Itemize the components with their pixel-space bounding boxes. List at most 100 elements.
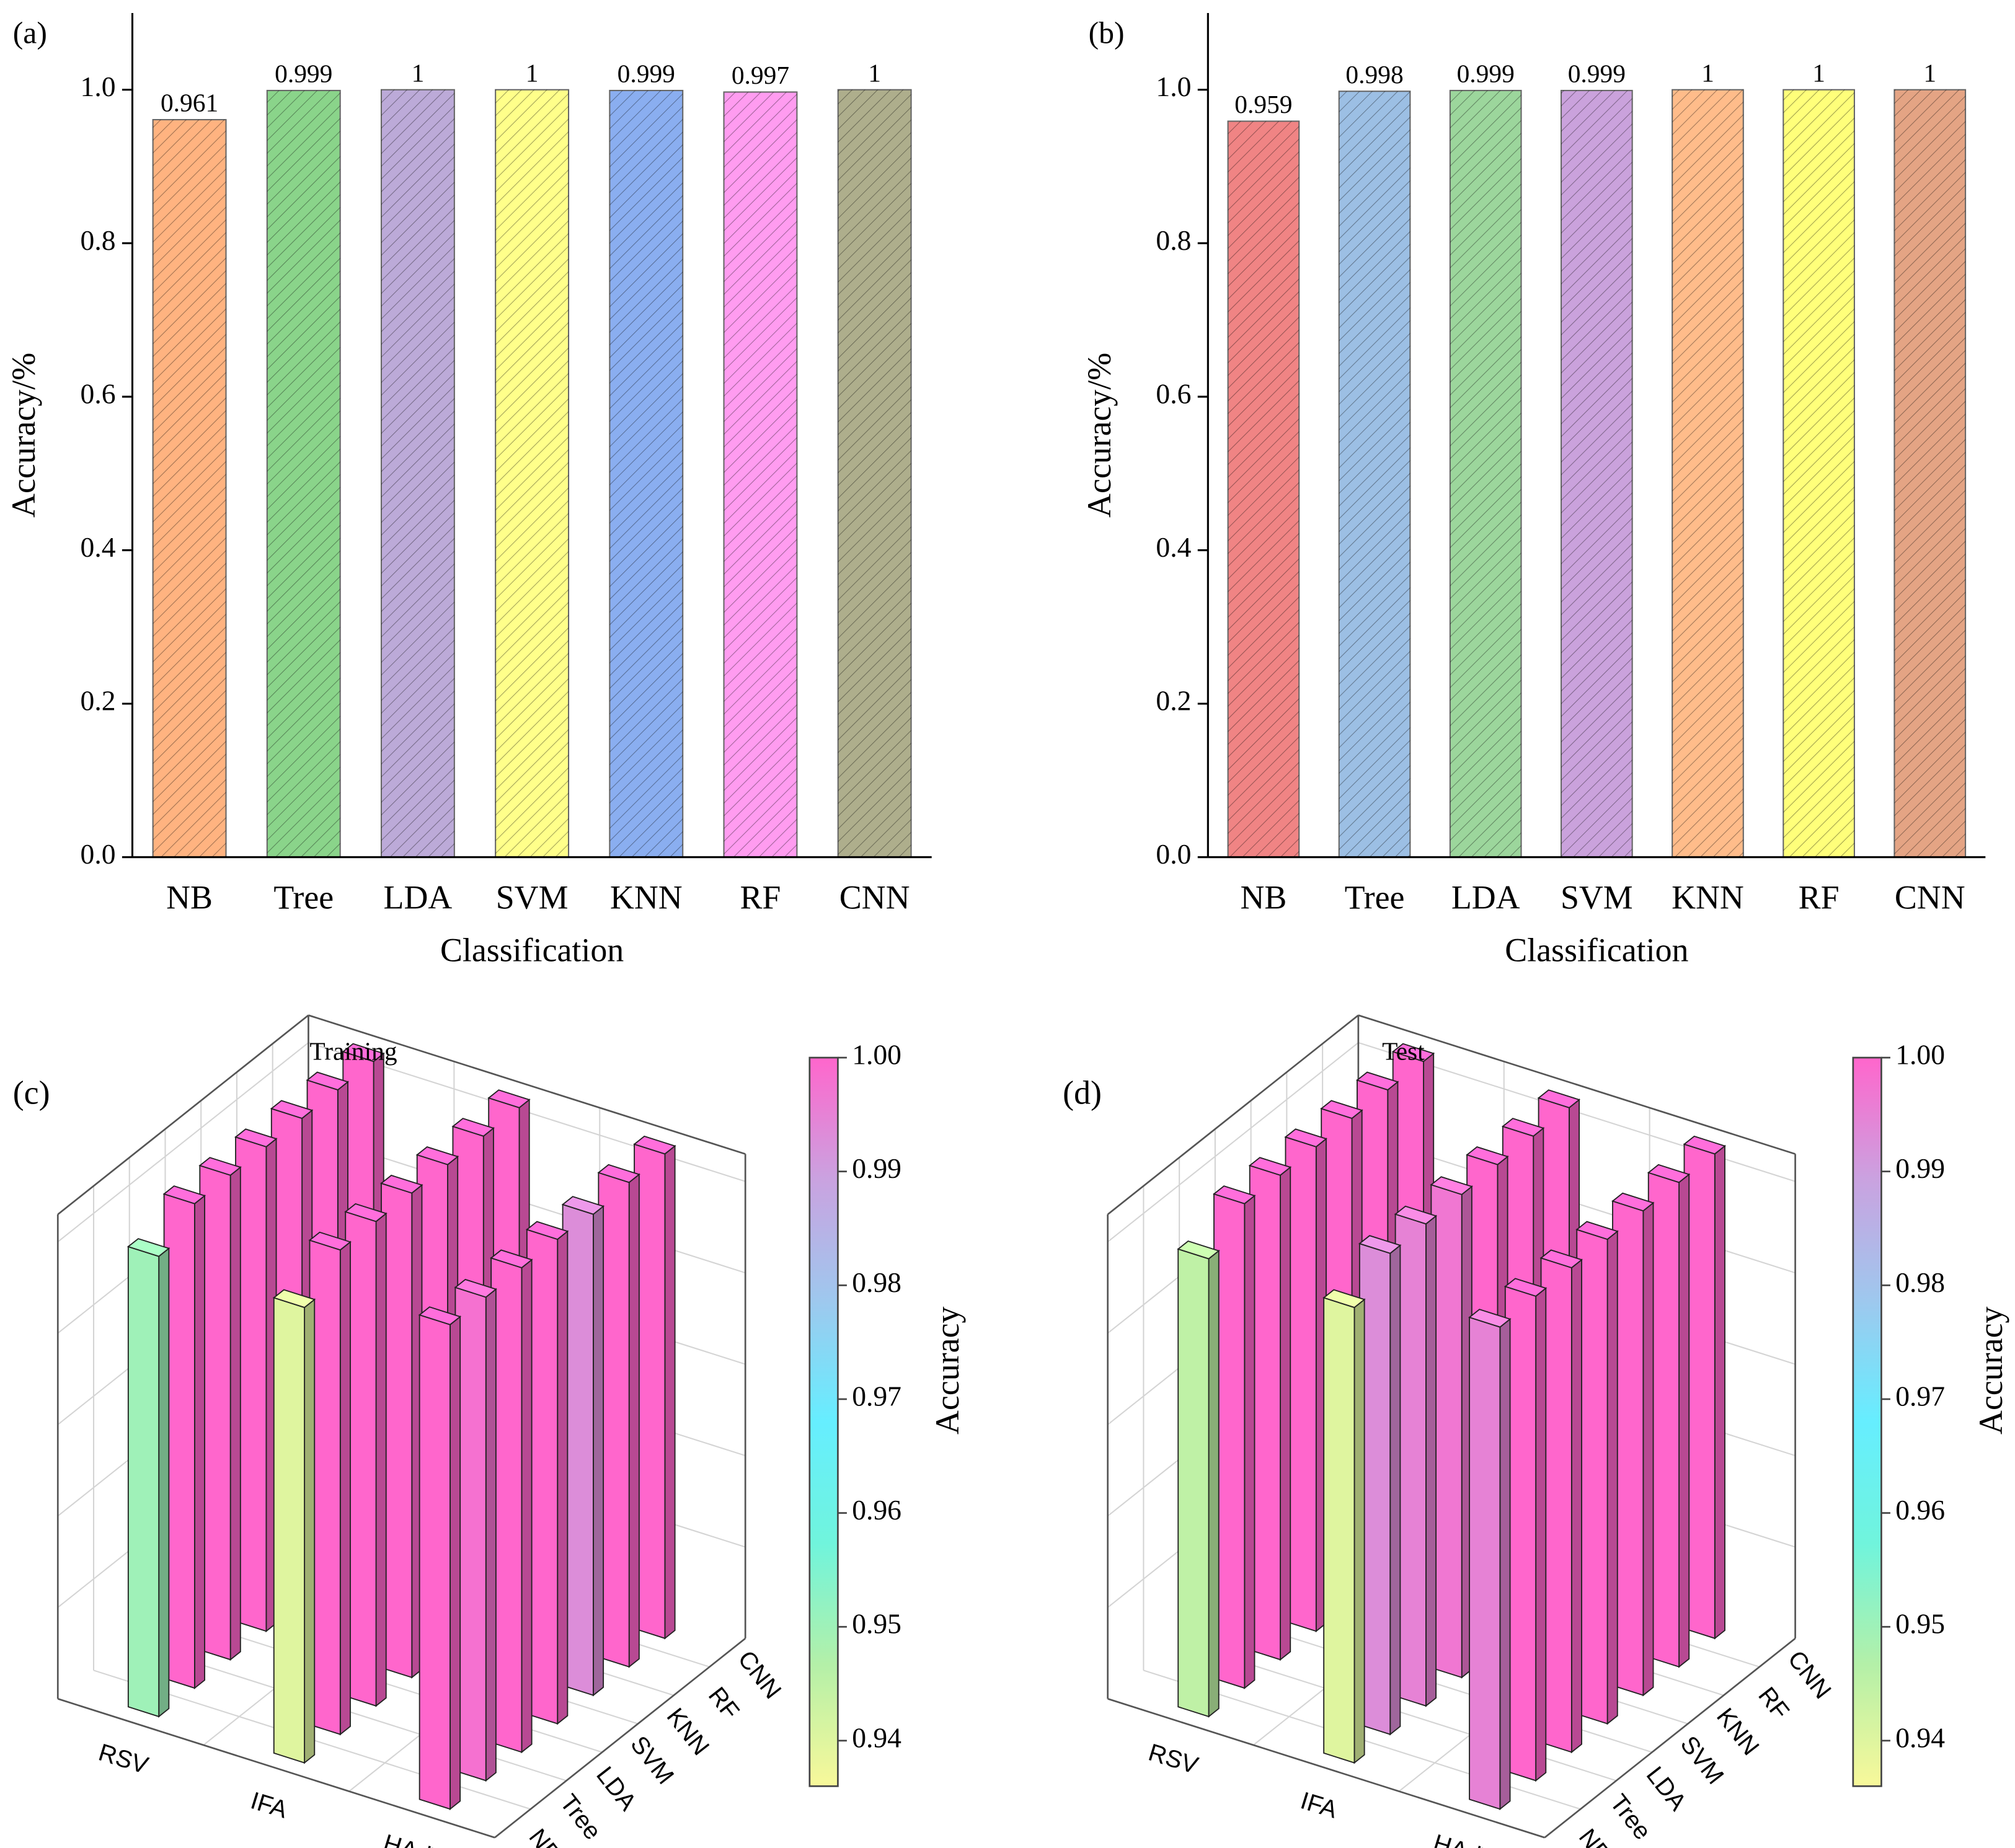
colorbar-tick-label: 0.99 (1895, 1152, 1945, 1184)
value-label: 1 (1812, 58, 1825, 87)
bar-top (1683, 1135, 1726, 1155)
x-tick-label: SVM (1561, 879, 1633, 916)
bar-top (1358, 1235, 1402, 1254)
y-tick-label: 0.6 (81, 378, 116, 409)
bar-top (633, 1135, 676, 1155)
bar-side (1389, 1244, 1401, 1736)
y-tick-label: RF (1753, 1682, 1794, 1724)
y-axis-label: Accuracy/% (1081, 353, 1118, 518)
bar-top (1391, 1043, 1435, 1063)
x-tick-label: Tree (273, 879, 334, 916)
bar-top (454, 1278, 497, 1298)
y-tick-label: 1.0 (1156, 71, 1191, 102)
bar-hatch (1894, 89, 1966, 857)
box-edge (1107, 1014, 1359, 1215)
bar-top (451, 1118, 495, 1137)
colorbar-tick-label: 1.00 (1895, 1039, 1945, 1071)
y-tick-label: 0.4 (1156, 531, 1191, 563)
bar-top (1430, 1176, 1473, 1195)
panel-label: (b) (1089, 16, 1125, 50)
bar-side (1244, 1194, 1256, 1689)
colorbar-label: Accuracy (929, 1307, 966, 1435)
bar-side (1606, 1230, 1618, 1725)
wall-grid (1107, 1042, 1359, 1242)
bar-top (270, 1100, 314, 1120)
x-tick-label: NB (166, 879, 213, 916)
bar-hatch (1561, 90, 1632, 857)
bar-top (1466, 1146, 1509, 1165)
bar-hatch (153, 120, 226, 857)
x-tick-label: CNN (839, 879, 910, 916)
box-edge (1107, 1698, 1545, 1839)
bar-front (1469, 1316, 1501, 1810)
x-tick-label: KNN (610, 879, 683, 916)
box-edge (308, 1014, 746, 1155)
bar-top (1248, 1157, 1292, 1176)
x-tick-label: LDA (1451, 879, 1520, 916)
bar-side (1642, 1201, 1654, 1697)
colorbar-tick-label: 0.98 (852, 1267, 901, 1298)
bar-side (1570, 1258, 1582, 1754)
colorbar-tick-label: 0.95 (852, 1608, 901, 1640)
colorbar-tick-label: 0.97 (1895, 1380, 1945, 1412)
y-tick-label: 0.6 (1156, 378, 1191, 409)
bar-top (525, 1221, 569, 1240)
value-label: 1 (526, 58, 539, 87)
bar-top (1320, 1100, 1363, 1120)
box-edge (1358, 1014, 1796, 1155)
bar-top (1322, 1289, 1366, 1309)
bar-top (487, 1089, 531, 1108)
bar-side (593, 1205, 604, 1697)
x-tick-label: IFA (247, 1787, 291, 1824)
panel-label: (c) (13, 1074, 50, 1112)
bar-hatch (381, 89, 454, 857)
y-tick-label: Tree (555, 1789, 607, 1845)
colorbar (1852, 1056, 1882, 1787)
bar-hatch (1450, 90, 1521, 857)
y-tick-label: CNN (732, 1645, 786, 1704)
bar-side (628, 1173, 640, 1668)
y-tick-label: NB (523, 1824, 565, 1848)
y-tick-label: SVM (1675, 1731, 1729, 1789)
bar-top (418, 1306, 462, 1325)
y-tick-label: 0.2 (81, 685, 116, 717)
value-label: 0.999 (1457, 60, 1515, 88)
bar-side (1353, 1298, 1365, 1764)
y-tick-label: 1.0 (81, 71, 116, 102)
wall-grid (57, 1042, 309, 1242)
bar-hatch (1339, 91, 1410, 857)
colorbar-tick-label: 0.94 (852, 1722, 901, 1753)
x-tick-label: NB (1240, 879, 1286, 916)
value-label: 0.959 (1234, 90, 1292, 118)
bar-top (344, 1203, 388, 1222)
bar-top (306, 1071, 349, 1091)
colorbar-tick-label: 0.98 (1895, 1267, 1945, 1298)
bar-side (193, 1194, 206, 1689)
bar-top (126, 1238, 170, 1257)
bar-top (1647, 1164, 1691, 1183)
value-label: 1 (868, 58, 881, 87)
x-tick-label: KNN (1672, 879, 1744, 916)
y-tick-label: KNN (662, 1703, 715, 1761)
bar-top (308, 1231, 352, 1251)
bar-top (490, 1249, 533, 1269)
panel-title: Training (309, 1037, 397, 1065)
bar-top (1284, 1128, 1327, 1147)
bar-side (1535, 1287, 1547, 1782)
colorbar (808, 1056, 839, 1787)
x-tick-label: SVM (496, 879, 569, 916)
bar-side (229, 1165, 241, 1661)
y-tick-label: LDA (1641, 1761, 1692, 1816)
bar-side (1280, 1165, 1291, 1661)
colorbar-tick-label: 0.96 (852, 1494, 901, 1526)
bar-side (450, 1315, 461, 1811)
x-axis-label: Classification (1505, 932, 1688, 969)
bar-side (1714, 1144, 1725, 1640)
bar-top (234, 1128, 278, 1147)
bar-top (597, 1164, 640, 1183)
bar-front (273, 1297, 306, 1764)
value-label: 0.999 (275, 60, 332, 88)
y-axis-label: Accuracy/% (5, 353, 42, 518)
bar-top (1537, 1089, 1581, 1108)
